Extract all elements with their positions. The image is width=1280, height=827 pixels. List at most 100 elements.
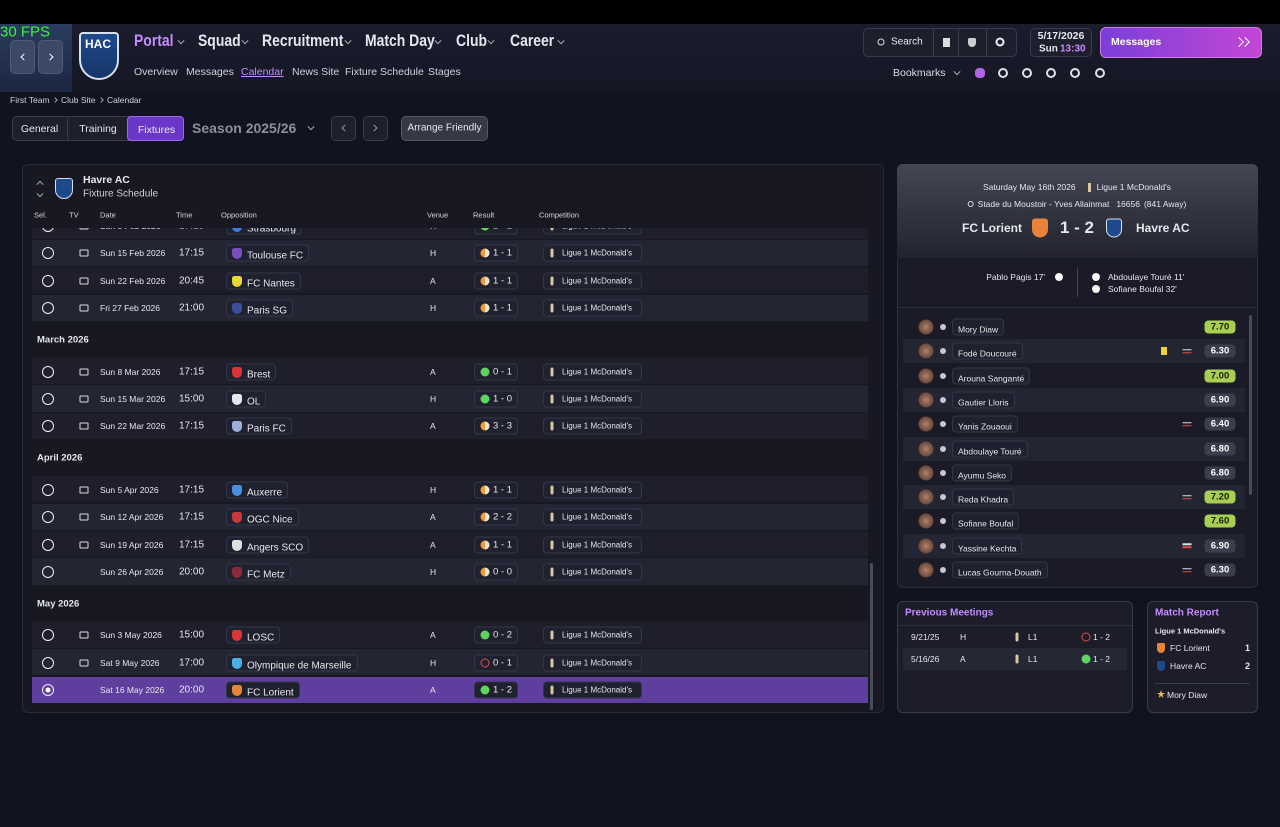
toolbar-icon[interactable] <box>1095 68 1105 78</box>
select-radio[interactable] <box>42 684 54 697</box>
sub-nav-item[interactable]: Calendar <box>241 66 284 78</box>
fixture-row[interactable]: Sun 26 Apr 2026 20:00 FC Metz H 0 - 0 Ligue 1… <box>32 558 868 586</box>
tab[interactable]: Training <box>67 116 127 141</box>
breadcrumb-item[interactable]: Club Site <box>61 95 96 105</box>
select-radio[interactable] <box>42 565 54 578</box>
club-crest <box>79 32 119 80</box>
select-radio[interactable] <box>42 511 54 524</box>
breadcrumb-item[interactable]: Calendar <box>107 95 142 105</box>
fixture-row[interactable]: Fri 27 Feb 2026 21:00 Paris SG H 1 - 1 Ligue … <box>32 294 868 322</box>
fixture-row[interactable]: Sun 12 Apr 2026 17:15 OGC Nice A 2 - 2 Ligue … <box>32 503 868 531</box>
stadium-icon <box>967 201 974 207</box>
select-radio[interactable] <box>42 420 54 433</box>
opposition[interactable]: OGC Nice <box>226 508 299 526</box>
opposition[interactable]: Angers SCO <box>226 536 310 554</box>
select-radio[interactable] <box>42 247 54 260</box>
player-name: Sofiane Boufal <box>958 518 1014 529</box>
sub-nav-item[interactable]: Fixture Schedule <box>345 66 424 78</box>
select-radio[interactable] <box>42 656 54 669</box>
opposition[interactable]: Brest <box>226 363 277 381</box>
settings-icon[interactable] <box>995 37 1005 47</box>
forward-button[interactable] <box>38 40 63 74</box>
select-radio[interactable] <box>42 302 54 315</box>
opposition[interactable]: Strasbourg <box>226 228 302 235</box>
fixture-row[interactable]: Sun 3 May 2026 15:00 LOSC A 0 - 2 Ligue 1 McD… <box>32 621 868 650</box>
sub-nav-item[interactable]: Messages <box>186 66 234 78</box>
date-box <box>1030 28 1092 57</box>
opposition[interactable]: FC Lorient <box>226 681 300 699</box>
player-name-pill: Yassine Kechta <box>952 537 1023 555</box>
fixture-row[interactable]: Sun 8 Mar 2026 17:15 Brest A 0 - 1 Ligue 1 Mc… <box>32 357 868 386</box>
messages-button[interactable] <box>1100 27 1262 58</box>
toolbar-icon[interactable] <box>1022 68 1032 78</box>
nav-item[interactable]: Portal <box>134 31 174 50</box>
fixture-row[interactable]: Sat 9 May 2026 17:00 Olympique de Marseill… <box>32 649 868 677</box>
select-radio[interactable] <box>42 538 54 551</box>
fixture-result: 2 - 1 <box>493 228 512 232</box>
fixture-row[interactable]: Sun 19 Apr 2026 17:15 Angers SCO A 1 - 1 Ligu… <box>32 530 868 559</box>
player-rating-pill <box>1204 320 1236 334</box>
tab[interactable]: Fixtures <box>127 116 184 141</box>
opposition-crest <box>232 303 242 315</box>
meeting-row[interactable] <box>903 648 1127 670</box>
opposition[interactable]: Paris SG <box>226 299 294 317</box>
opposition[interactable]: Paris FC <box>226 417 292 435</box>
arrange-friendly-button[interactable] <box>401 116 488 141</box>
player-name-pill: Gautier Lloris <box>952 391 1015 409</box>
select-radio[interactable] <box>42 365 54 378</box>
toolbar-icon[interactable] <box>1046 68 1056 78</box>
fixture-time: 15:00 <box>179 393 205 405</box>
select-radio[interactable] <box>42 274 54 287</box>
fixture-row[interactable]: Sun 8 Feb 2026 17:15 Strasbourg H 2 - 1 Ligue… <box>32 228 868 240</box>
opposition[interactable]: Toulouse FC <box>226 244 310 262</box>
fixture-row[interactable]: Sun 15 Feb 2026 17:15 Toulouse FC H 1 - 1 Lig… <box>32 239 868 268</box>
toolbar-icon[interactable] <box>1070 68 1080 78</box>
sub-nav-item[interactable]: Stages <box>428 66 461 78</box>
opposition[interactable]: Olympique de Marseille <box>226 654 358 672</box>
prev-season[interactable] <box>331 116 356 141</box>
bookmarks-menu[interactable]: Bookmarks <box>893 67 946 79</box>
back-button[interactable] <box>10 40 35 74</box>
search-button[interactable]: Search <box>891 36 923 48</box>
bookmark-icon[interactable] <box>943 38 950 47</box>
opposition[interactable]: OL <box>226 390 267 408</box>
opposition[interactable]: FC Nantes <box>226 272 301 290</box>
next-season[interactable] <box>363 116 388 141</box>
column-header: Date <box>100 210 116 220</box>
column-header: TV <box>69 210 79 220</box>
tv-icon <box>79 304 89 312</box>
fixture-row[interactable]: Sun 22 Feb 2026 20:45 FC Nantes A 1 - 1 Ligue… <box>32 267 868 295</box>
fixture-row[interactable]: Sun 15 Mar 2026 15:00 OL H 1 - 0 Ligue 1 McDo… <box>32 385 868 413</box>
fixture-row[interactable]: Sun 5 Apr 2026 17:15 Auxerre H 1 - 1 Ligue 1 … <box>32 476 868 504</box>
toolbar-icon[interactable] <box>975 68 985 78</box>
divider <box>1155 683 1250 684</box>
sub-nav-item[interactable]: Overview <box>134 66 178 78</box>
player-role-icon <box>940 494 946 501</box>
opposition[interactable]: LOSC <box>226 626 281 644</box>
nav-item[interactable]: Recruitment <box>262 31 344 50</box>
opposition[interactable]: FC Metz <box>226 563 291 581</box>
nav-item[interactable]: Squad <box>198 31 241 50</box>
fps-counter: 30 FPS <box>0 23 51 41</box>
select-radio[interactable] <box>42 629 54 642</box>
select-radio[interactable] <box>42 392 54 405</box>
select-radio[interactable] <box>42 483 54 496</box>
breadcrumb-item[interactable]: First Team <box>10 95 50 105</box>
tab[interactable]: General <box>12 116 67 141</box>
sub-nav-item[interactable]: News Site <box>292 66 340 78</box>
opposition-name: FC Lorient <box>247 687 294 699</box>
season-selector[interactable]: Season 2025/26 <box>192 120 297 136</box>
toolbar-icon[interactable] <box>998 68 1008 78</box>
match-competition: Ligue 1 McDonald's <box>1096 182 1172 192</box>
fixture-result: 2 - 2 <box>493 511 513 523</box>
opposition[interactable]: Auxerre <box>226 481 289 499</box>
nav-item[interactable]: Match Day <box>365 31 435 50</box>
nav-item[interactable]: Club <box>456 31 487 50</box>
nav-item[interactable]: Career <box>510 31 555 50</box>
fixture-row[interactable]: Sun 22 Mar 2026 17:15 Paris FC A 3 - 3 Ligue … <box>32 412 868 441</box>
fixture-row[interactable]: Sat 16 May 2026 20:00 FC Lorient A 1 - 2 Ligu… <box>32 676 868 704</box>
month-header: April 2026 <box>37 452 83 464</box>
select-radio[interactable] <box>42 228 54 232</box>
fixture-venue: H <box>430 248 437 259</box>
club-icon[interactable] <box>968 38 976 47</box>
